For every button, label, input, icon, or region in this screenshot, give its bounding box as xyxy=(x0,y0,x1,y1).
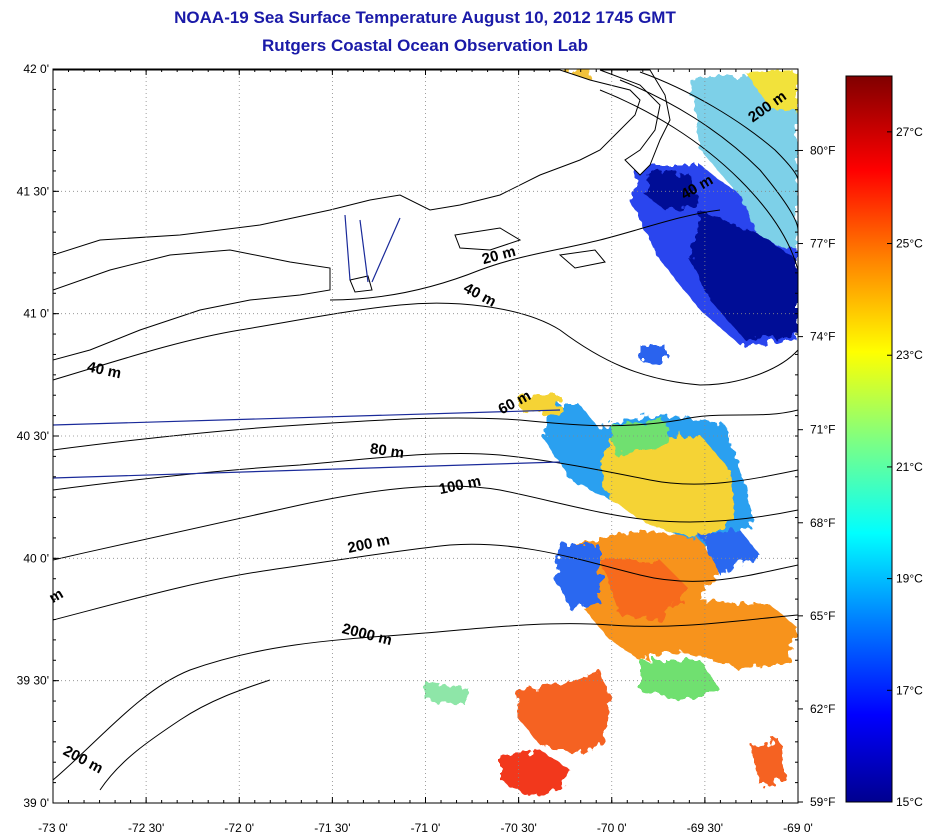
sst-patch-south-orange xyxy=(515,670,610,755)
track-lines xyxy=(53,214,561,479)
sst-patches xyxy=(425,70,798,795)
sst-patch-ne-light xyxy=(690,70,798,250)
contour-label: m xyxy=(46,585,66,606)
colorbar-celsius-label: 27°C xyxy=(896,125,923,139)
colorbar-celsius-label: 15°C xyxy=(896,795,923,809)
sst-patch-mid-green xyxy=(610,420,670,455)
sst-patch-cool-left xyxy=(555,545,600,610)
x-tick-label: -69 0' xyxy=(783,821,813,835)
graticule xyxy=(53,69,798,803)
sst-patch-south-right xyxy=(750,740,785,785)
sst-patch-cool-right xyxy=(700,530,760,575)
contour-ne-1 xyxy=(599,89,798,271)
new-england-coast xyxy=(53,69,641,256)
x-tick-label: -70 30' xyxy=(500,821,536,835)
y-tick-label: 39 0' xyxy=(23,796,49,810)
sst-patch-orange-inner xyxy=(600,560,690,620)
colorbar-ticks: 27°C 25°C 23°C 21°C 19°C 17°C 15°C xyxy=(887,125,923,809)
contour-60m xyxy=(53,409,798,451)
coastline xyxy=(53,69,671,361)
y-tick-label: 39 30' xyxy=(17,674,49,688)
contour-label: 100 m xyxy=(437,473,482,498)
sst-patch-orange xyxy=(575,530,795,670)
track-line-2 xyxy=(53,461,561,479)
fahrenheit-tick-label: 71°F xyxy=(810,423,835,437)
sst-patch-ne-yellow xyxy=(745,70,798,112)
y-tick-label: 40 30' xyxy=(17,429,49,443)
x-tick-label: -72 30' xyxy=(128,821,164,835)
contour-label: 2000 m xyxy=(340,620,393,649)
contour-ne-2 xyxy=(619,79,798,231)
marthas-vineyard xyxy=(454,227,522,251)
contour-label: 80 m xyxy=(369,440,405,462)
axis-ticks: -73 0' -72 30' -72 0' -71 30' -71 0' -70 30' -… xyxy=(17,62,836,835)
y-tick-label: 41 0' xyxy=(23,307,49,321)
fahrenheit-tick-label: 74°F xyxy=(810,330,835,344)
x-tick-label: -71 30' xyxy=(314,821,350,835)
cape-cod xyxy=(599,69,671,176)
long-island xyxy=(53,249,331,361)
sst-patch-mid-yellow xyxy=(600,435,735,540)
contour-20m xyxy=(329,209,721,301)
y-tick-label: 40 0' xyxy=(23,551,49,565)
track-line-1 xyxy=(53,409,561,426)
block-island xyxy=(349,275,373,293)
y-tick-label: 41 30' xyxy=(17,184,49,198)
map-subtitle: Rutgers Coastal Ocean Observation Lab xyxy=(262,36,588,55)
contour-label: 40 m xyxy=(86,359,123,383)
sst-patch-patch-small xyxy=(640,345,665,365)
fahrenheit-tick-label: 65°F xyxy=(810,609,835,623)
sst-patch-south-red xyxy=(500,750,570,795)
contour-200m xyxy=(53,543,798,621)
sst-patch-ne-navy2 xyxy=(645,170,700,210)
map-title: NOAA-19 Sea Surface Temperature August 1… xyxy=(174,8,676,27)
sst-patch-south-green xyxy=(425,680,470,705)
contour-label: 200 m xyxy=(60,742,106,777)
fahrenheit-tick-label: 80°F xyxy=(810,143,835,157)
y-tick-label: 42 0' xyxy=(23,62,49,76)
colorbar-celsius-label: 17°C xyxy=(896,683,923,697)
nantucket xyxy=(558,249,606,269)
fahrenheit-tick-label: 77°F xyxy=(810,237,835,251)
bathymetry-contours xyxy=(53,71,798,791)
fahrenheit-tick-label: 62°F xyxy=(810,702,835,716)
x-tick-label: -73 0' xyxy=(38,821,68,835)
x-tick-label: -72 0' xyxy=(224,821,254,835)
colorbar-celsius-label: 21°C xyxy=(896,460,923,474)
fahrenheit-tick-label: 68°F xyxy=(810,516,835,530)
colorbar xyxy=(845,75,893,803)
sst-patch-ne-navy xyxy=(690,210,798,340)
colorbar-celsius-label: 23°C xyxy=(896,348,923,362)
contour-200m-sw xyxy=(99,679,271,791)
fahrenheit-tick-label: 59°F xyxy=(810,795,835,809)
contour-100m xyxy=(53,485,798,561)
contour-40m-north xyxy=(53,302,798,386)
colorbar-celsius-label: 19°C xyxy=(896,572,923,586)
colorbar-celsius-label: 25°C xyxy=(896,237,923,251)
contour-ne-3 xyxy=(639,71,798,181)
x-tick-label: -71 0' xyxy=(411,821,441,835)
sst-patch-scatter1 xyxy=(640,660,720,700)
contour-label: 60 m xyxy=(496,387,534,418)
x-tick-label: -69 30' xyxy=(687,821,723,835)
x-tick-label: -70 0' xyxy=(597,821,627,835)
track-line-3 xyxy=(344,214,401,283)
contour-2000m xyxy=(53,614,798,781)
